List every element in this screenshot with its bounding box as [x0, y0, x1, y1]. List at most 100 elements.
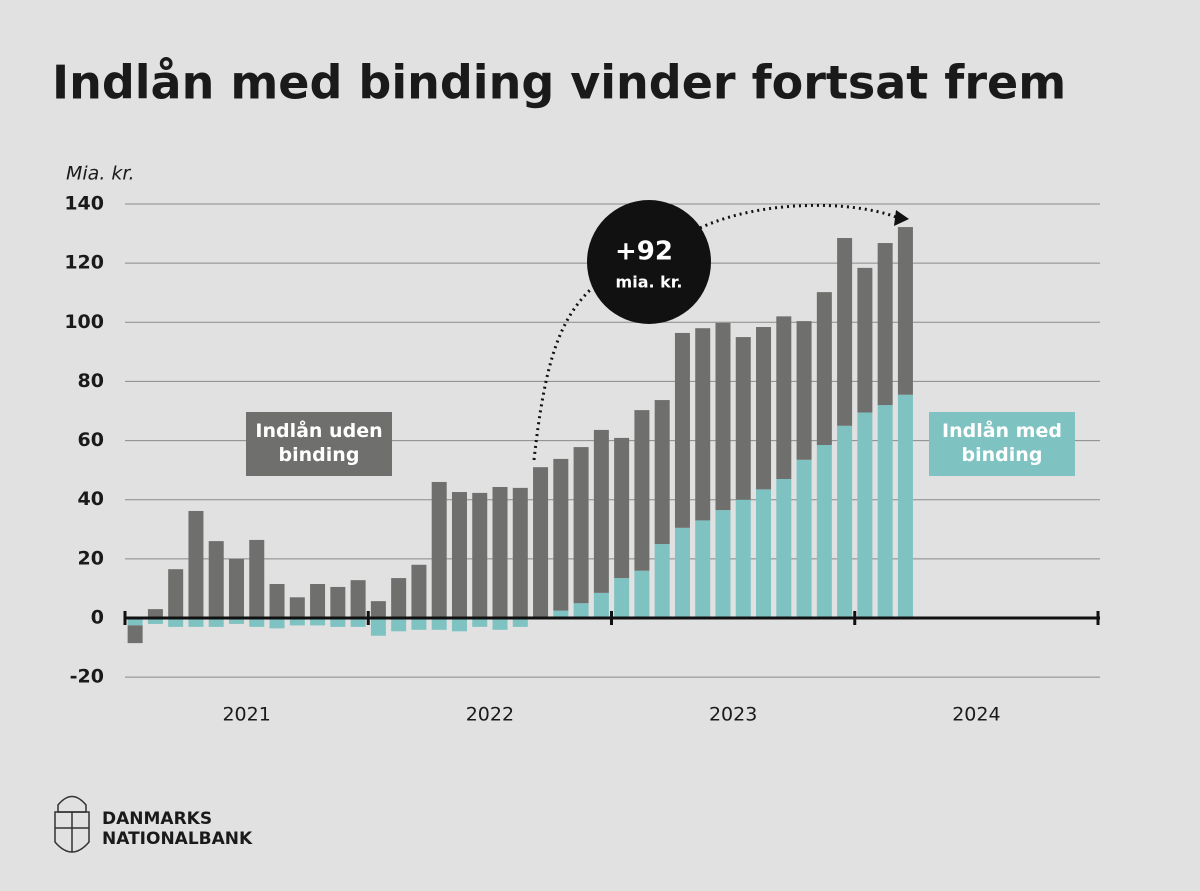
- y-tick-label: 80: [78, 370, 104, 392]
- bar: [614, 437, 630, 579]
- bar: [411, 564, 427, 618]
- bar: [756, 327, 772, 490]
- annotation-circle: [587, 200, 711, 324]
- bar: [249, 539, 265, 618]
- arrow: [532, 288, 592, 461]
- bar: [776, 479, 792, 618]
- label-box: Indlån med binding: [929, 412, 1075, 476]
- bar: [857, 412, 873, 618]
- y-tick-label: 40: [78, 488, 104, 510]
- bar: [168, 618, 184, 627]
- bar: [350, 618, 366, 627]
- x-tick-label: 2022: [466, 704, 514, 726]
- logo-text: NATIONALBANK: [102, 829, 253, 849]
- y-tick-label: 140: [64, 193, 104, 215]
- bar: [147, 609, 163, 618]
- bar: [451, 618, 467, 632]
- bar: [735, 337, 751, 500]
- bar: [715, 510, 731, 618]
- x-tick-label: 2021: [222, 704, 270, 726]
- bar: [877, 243, 893, 406]
- bar: [857, 267, 873, 413]
- bar: [654, 544, 670, 618]
- bar: [533, 467, 549, 617]
- bar: [796, 459, 812, 618]
- bar: [391, 578, 407, 618]
- bar: [877, 405, 893, 618]
- bar: [330, 586, 346, 618]
- bar: [553, 458, 569, 611]
- bar: [553, 610, 569, 618]
- bar: [837, 425, 853, 618]
- bar: [370, 601, 386, 618]
- chart-title: Indlån med binding vinder fortsat frem: [52, 56, 1066, 110]
- bar: [269, 618, 285, 629]
- bar: [492, 486, 508, 618]
- bar: [715, 322, 731, 511]
- bar: [208, 618, 224, 627]
- annotation-value: +92: [615, 237, 673, 267]
- y-tick-label: -20: [70, 666, 104, 688]
- bar: [674, 527, 690, 618]
- bar: [330, 618, 346, 627]
- bar: [634, 570, 650, 618]
- bar: [593, 592, 609, 618]
- annotation-unit: mia. kr.: [616, 273, 683, 292]
- y-tick-label: 60: [78, 429, 104, 451]
- bar: [776, 316, 792, 480]
- logo-crest: [54, 795, 90, 853]
- bar: [735, 499, 751, 618]
- bar: [411, 618, 427, 630]
- bar: [472, 492, 488, 618]
- y-tick-label: 20: [78, 547, 104, 569]
- bar: [289, 618, 305, 626]
- bar: [228, 558, 244, 618]
- bar: [269, 583, 285, 618]
- bar: [674, 332, 690, 528]
- bar: [431, 618, 447, 630]
- bar: [573, 603, 589, 618]
- bar: [127, 625, 143, 644]
- bar: [289, 597, 305, 618]
- bar: [796, 321, 812, 460]
- bar: [695, 328, 711, 521]
- bar: [756, 489, 772, 618]
- bar: [472, 618, 488, 627]
- y-tick-label: 120: [64, 252, 104, 274]
- bar: [350, 580, 366, 618]
- bar: [837, 238, 853, 426]
- bar: [492, 618, 508, 630]
- bar: [816, 445, 832, 618]
- arrow: [699, 203, 897, 230]
- bar: [512, 618, 528, 627]
- bar: [512, 487, 528, 618]
- bar: [614, 578, 630, 618]
- label-box: Indlån uden binding: [246, 412, 392, 476]
- x-tick-label: 2023: [709, 704, 757, 726]
- bar: [593, 429, 609, 593]
- bar: [188, 510, 204, 618]
- bar: [147, 618, 163, 624]
- bar: [310, 618, 326, 626]
- bar: [573, 447, 589, 604]
- bar: [431, 481, 447, 618]
- y-unit: Mia. kr.: [66, 163, 135, 185]
- logo-text: DANMARKS: [102, 809, 212, 829]
- y-tick-label: 0: [91, 607, 104, 629]
- bar: [654, 400, 670, 545]
- bar: [391, 618, 407, 632]
- arrow-head: [894, 210, 909, 226]
- x-tick-label: 2024: [952, 704, 1000, 726]
- bar: [451, 492, 467, 618]
- annotation: +92 mia. kr.: [532, 200, 909, 461]
- bar: [816, 292, 832, 446]
- y-tick-label: 100: [64, 311, 104, 333]
- bar: [127, 618, 143, 626]
- bar: [370, 618, 386, 636]
- bar: [897, 394, 913, 618]
- bar: [634, 410, 650, 571]
- bar: [897, 227, 913, 395]
- bar: [249, 618, 265, 627]
